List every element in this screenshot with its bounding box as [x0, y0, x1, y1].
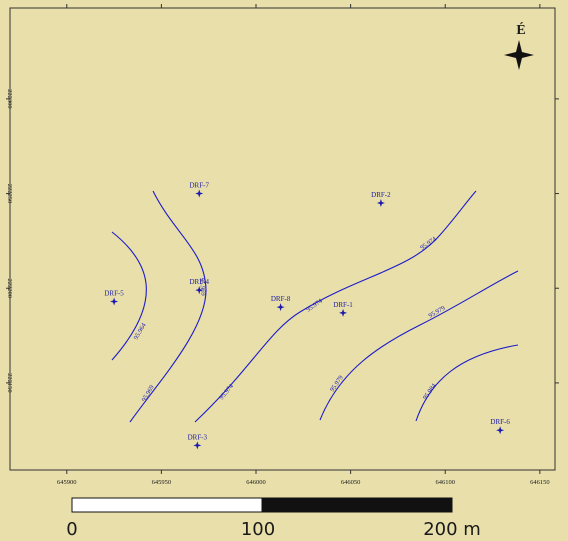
contours — [111, 190, 519, 423]
well-marker — [195, 286, 204, 295]
well-label: DRF-5 — [104, 289, 124, 297]
scale-segment — [71, 497, 263, 513]
scale-bar — [71, 497, 453, 513]
scale-label: 0 — [66, 519, 77, 540]
well-marker — [195, 189, 204, 198]
well-marker — [496, 426, 505, 435]
well-label: DRF-1 — [333, 301, 353, 309]
y-tick-label: 222150 — [6, 373, 13, 393]
well-marker — [276, 303, 285, 312]
north-arrow: É — [504, 21, 534, 70]
well-label: DRF-6 — [490, 418, 510, 426]
scale-segment — [261, 497, 453, 513]
well-label: DRF-2 — [371, 191, 391, 199]
y-tick-label: 222250 — [6, 184, 13, 204]
contour-line — [319, 270, 519, 421]
well-label: DRF-4 — [190, 278, 210, 286]
well-label: DRF-3 — [188, 433, 208, 441]
x-tick-label: 646050 — [341, 479, 361, 486]
well-marker — [339, 308, 348, 317]
scale-label: 100 — [241, 519, 275, 540]
well-marker — [193, 441, 202, 450]
scale-label: 200 m — [423, 519, 481, 540]
contour-line — [111, 231, 147, 361]
contour-line — [129, 190, 207, 423]
contour-line — [415, 344, 519, 422]
y-tick-label: 222300 — [6, 89, 13, 109]
map-frame — [9, 7, 556, 471]
x-tick-label: 646150 — [530, 479, 550, 486]
x-tick-label: 645900 — [57, 479, 77, 486]
x-tick-label: 646000 — [246, 479, 266, 486]
well-label: DRF-7 — [190, 182, 210, 190]
contour-line — [194, 190, 477, 423]
well-marker — [110, 297, 119, 306]
contour-label: 95.969 — [198, 278, 207, 296]
north-label: É — [516, 21, 525, 38]
x-tick-label: 645950 — [152, 479, 172, 486]
north-star — [504, 40, 534, 70]
y-tick-label: 222200 — [6, 278, 13, 298]
x-tick-label: 646100 — [435, 479, 455, 486]
well-marker — [376, 199, 385, 208]
well-label: DRF-8 — [271, 295, 291, 303]
